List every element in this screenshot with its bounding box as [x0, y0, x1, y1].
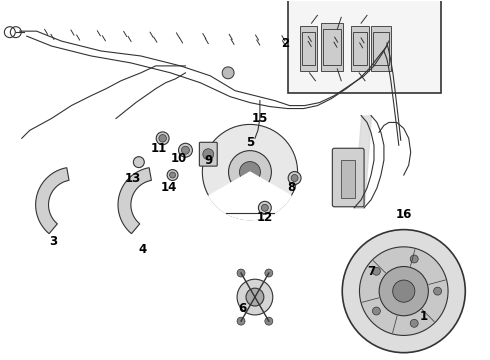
Circle shape	[202, 125, 297, 220]
Circle shape	[228, 150, 271, 193]
Bar	[301, 32, 316, 65]
Circle shape	[159, 135, 167, 142]
Bar	[288, 0, 441, 93]
Text: 15: 15	[252, 112, 268, 125]
Text: 13: 13	[125, 171, 141, 185]
Text: 9: 9	[204, 154, 212, 167]
Circle shape	[410, 255, 418, 263]
Circle shape	[342, 230, 466, 353]
Wedge shape	[209, 172, 291, 220]
Text: 6: 6	[238, 302, 246, 315]
Circle shape	[237, 279, 273, 315]
Circle shape	[246, 288, 264, 306]
Bar	[323, 29, 341, 65]
Circle shape	[240, 162, 261, 183]
Text: 11: 11	[150, 142, 167, 155]
Circle shape	[237, 317, 245, 325]
Text: 10: 10	[171, 152, 187, 165]
Circle shape	[258, 201, 271, 214]
Circle shape	[379, 266, 428, 316]
Circle shape	[265, 269, 273, 277]
Circle shape	[372, 307, 380, 315]
Polygon shape	[118, 168, 151, 234]
Circle shape	[181, 146, 190, 154]
Circle shape	[265, 317, 273, 325]
Text: 4: 4	[139, 243, 147, 256]
Text: 12: 12	[257, 211, 273, 224]
Bar	[371, 26, 391, 71]
Circle shape	[360, 247, 448, 336]
Circle shape	[261, 204, 269, 211]
Circle shape	[410, 319, 418, 327]
Circle shape	[288, 172, 301, 184]
Circle shape	[178, 143, 193, 157]
Text: 16: 16	[395, 208, 412, 221]
FancyBboxPatch shape	[199, 142, 217, 166]
Circle shape	[170, 172, 175, 178]
Text: 14: 14	[160, 181, 177, 194]
FancyBboxPatch shape	[332, 148, 364, 207]
Circle shape	[372, 267, 380, 275]
Circle shape	[133, 157, 144, 168]
Circle shape	[434, 287, 441, 295]
Circle shape	[203, 149, 214, 159]
Circle shape	[156, 132, 169, 145]
Text: 2: 2	[281, 37, 289, 50]
Bar	[351, 26, 369, 71]
Text: 1: 1	[419, 310, 428, 323]
Circle shape	[291, 175, 298, 181]
Text: 7: 7	[367, 265, 375, 278]
Text: 5: 5	[246, 136, 254, 149]
Text: 3: 3	[49, 235, 57, 248]
Circle shape	[237, 269, 245, 277]
Bar	[353, 32, 367, 65]
Polygon shape	[36, 168, 69, 234]
Circle shape	[222, 67, 234, 79]
Circle shape	[392, 280, 415, 302]
Bar	[299, 26, 318, 71]
Circle shape	[167, 170, 178, 180]
Text: 8: 8	[288, 181, 296, 194]
Bar	[341, 160, 355, 198]
Bar	[373, 32, 389, 65]
Bar	[321, 23, 343, 71]
